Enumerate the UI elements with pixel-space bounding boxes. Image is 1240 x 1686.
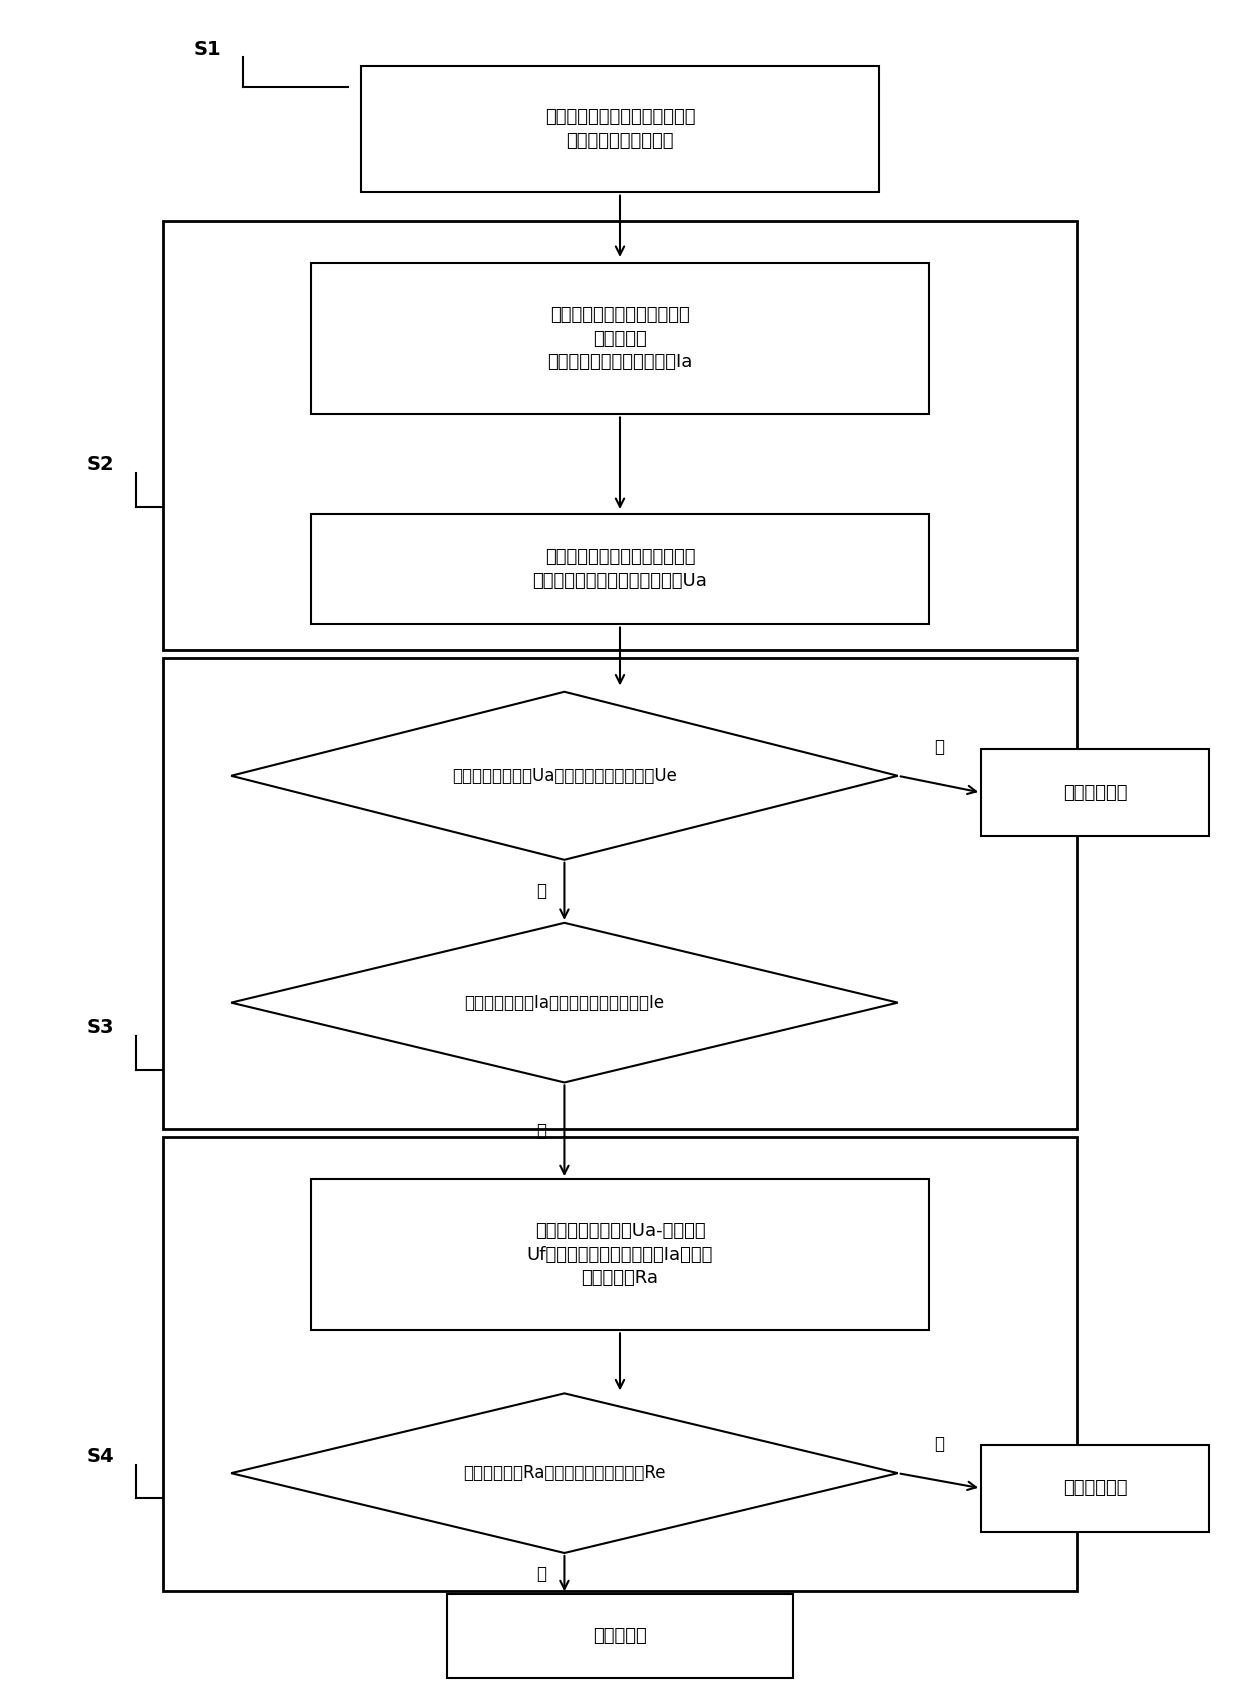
Text: 否: 否 — [536, 1565, 546, 1583]
Text: 否: 否 — [536, 1121, 546, 1140]
Text: 是: 是 — [935, 1435, 945, 1453]
FancyBboxPatch shape — [981, 1445, 1209, 1533]
Text: S3: S3 — [87, 1018, 114, 1037]
FancyBboxPatch shape — [311, 514, 929, 624]
Text: 电极脱落警报: 电极脱落警报 — [1063, 784, 1127, 801]
Text: 电极脱落警报: 电极脱落警报 — [1063, 1479, 1127, 1497]
Polygon shape — [231, 691, 898, 860]
FancyBboxPatch shape — [311, 263, 929, 415]
Text: 单点端电压有效值Ua是否高于电压判断阈值Ue: 单点端电压有效值Ua是否高于电压判断阈值Ue — [453, 767, 677, 784]
Text: 将装置的信号采集模块与经颅电
刺激器的输出电极连接: 将装置的信号采集模块与经颅电 刺激器的输出电极连接 — [544, 108, 696, 150]
Text: S4: S4 — [87, 1447, 114, 1465]
Text: 将单点端电压有效值Ua-参考电压
Uf，再除以输出电流有效值Ia得到虚
拟接触阻抗Ra: 将单点端电压有效值Ua-参考电压 Uf，再除以输出电流有效值Ia得到虚 拟接触阻… — [527, 1222, 713, 1288]
Text: 电极未脱落: 电极未脱落 — [593, 1627, 647, 1646]
Text: 是: 是 — [935, 737, 945, 755]
FancyBboxPatch shape — [311, 1179, 929, 1330]
Text: 通过电阻分压方法与真有效值法
得到输出点的单点端电压有效值Ua: 通过电阻分压方法与真有效值法 得到输出点的单点端电压有效值Ua — [532, 548, 708, 590]
Text: S1: S1 — [195, 40, 222, 59]
Text: 输出电流有效值Ia是否低于电流判断阈值Ie: 输出电流有效值Ia是否低于电流判断阈值Ie — [465, 993, 665, 1012]
Text: 否: 否 — [536, 882, 546, 900]
FancyBboxPatch shape — [981, 749, 1209, 836]
Text: S2: S2 — [87, 455, 114, 474]
Text: 通过小电阻采样与真有效值法
得到所连接
电极通道的输出电流有效值Ia: 通过小电阻采样与真有效值法 得到所连接 电极通道的输出电流有效值Ia — [547, 307, 693, 371]
Polygon shape — [231, 922, 898, 1082]
FancyBboxPatch shape — [448, 1595, 792, 1678]
Text: 虚拟接触阻抗Ra是否高于脱落阻抗阈值Re: 虚拟接触阻抗Ra是否高于脱落阻抗阈值Re — [464, 1463, 666, 1482]
Polygon shape — [231, 1393, 898, 1553]
FancyBboxPatch shape — [361, 66, 879, 192]
